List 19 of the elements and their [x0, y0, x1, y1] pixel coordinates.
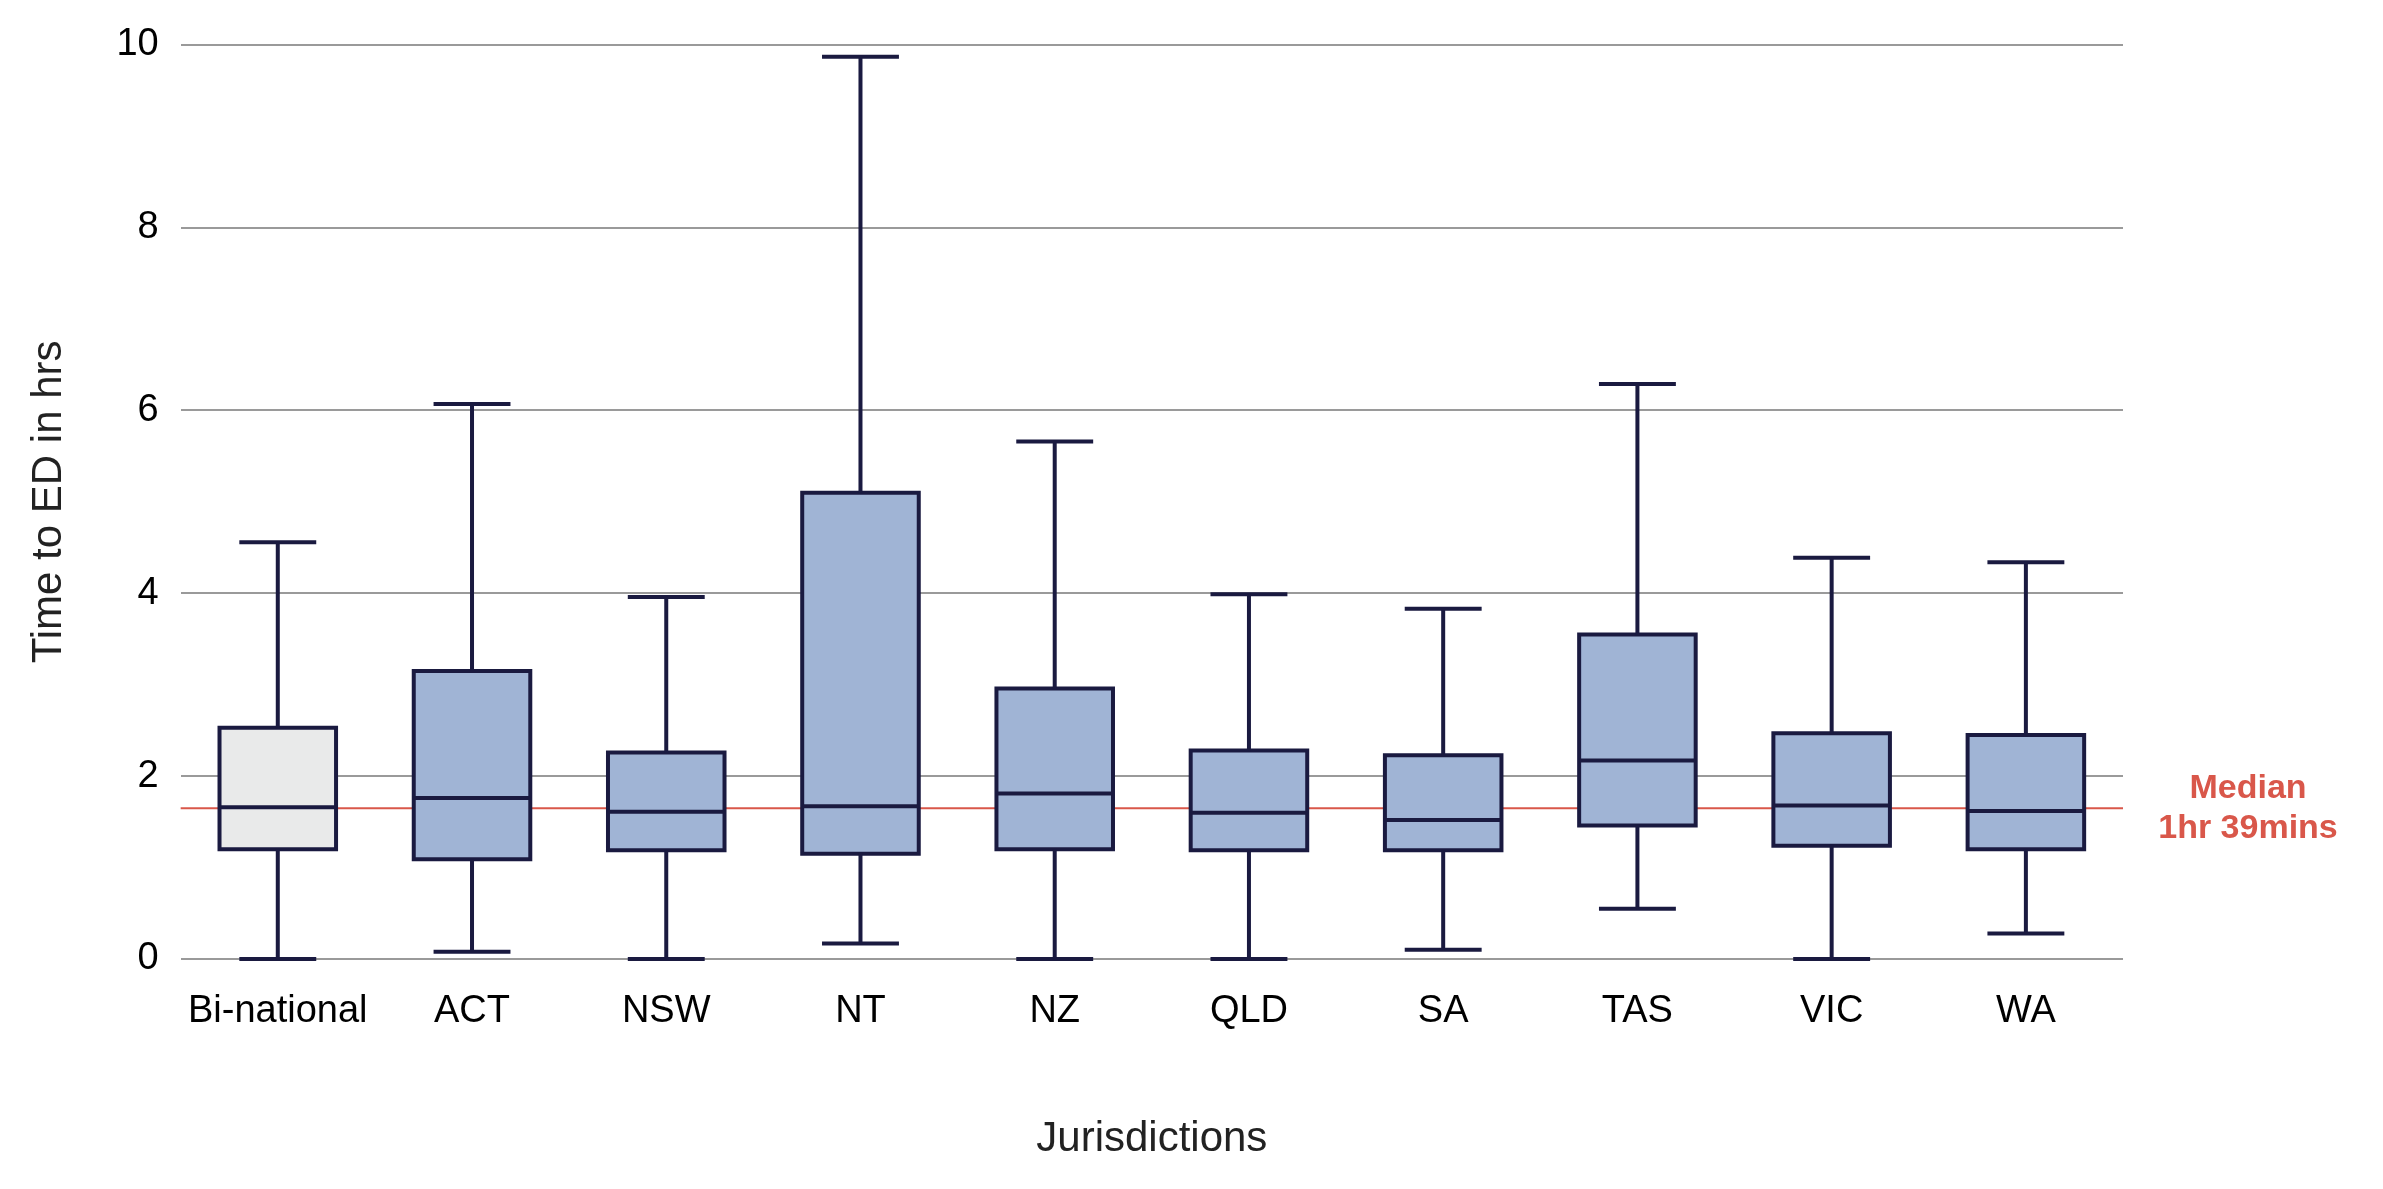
y-axis-title: Time to ED in hrs [22, 340, 70, 664]
y-tick-label: 4 [137, 569, 159, 612]
x-tick-label: NT [835, 988, 886, 1031]
x-tick-label: NZ [1029, 988, 1081, 1031]
x-tick-label: ACT [434, 988, 511, 1031]
y-tick-label: 6 [137, 386, 159, 429]
x-tick-label: WA [1995, 988, 2057, 1031]
x-tick-label: QLD [1209, 988, 1289, 1031]
y-tick-label: 0 [137, 935, 159, 978]
x-tick-label: SA [1417, 988, 1470, 1031]
y-tick-label: 10 [116, 21, 159, 64]
x-axis-title: Jurisdictions [1036, 1113, 1268, 1161]
y-tick-label: 2 [137, 752, 159, 795]
x-tick-label: NSW [621, 988, 711, 1031]
y-tick-label: 8 [137, 204, 159, 247]
x-tick-label: Bi-national [188, 988, 368, 1031]
ref-line-label: Median 1hr 39mins [2158, 766, 2338, 845]
x-tick-label: VIC [1799, 988, 1864, 1031]
x-tick-label: TAS [1601, 988, 1673, 1031]
